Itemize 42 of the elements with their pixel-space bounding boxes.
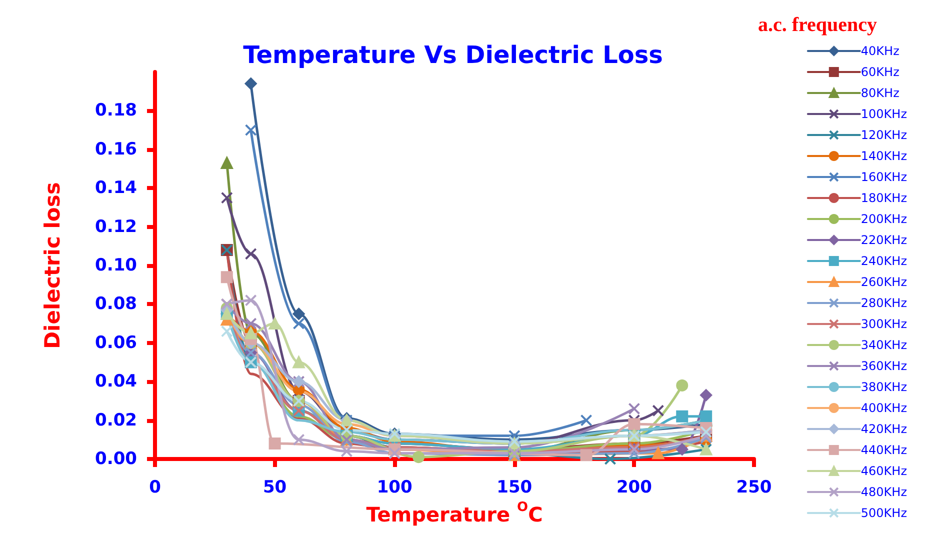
y-tick-label: 0.06	[95, 332, 137, 353]
x-tick-label: 200	[616, 478, 652, 498]
x-tick-label: 250	[736, 478, 772, 498]
y-tick-label: 0.08	[95, 294, 137, 314]
y-tick-label: 0.00	[95, 449, 138, 469]
legend-label: 180KHz	[860, 191, 908, 205]
y-tick-label: 0.02	[95, 410, 137, 430]
y-axis-title: Dielectric loss	[40, 182, 64, 349]
legend-label: 480KHz	[860, 485, 908, 499]
x-tick-label: 150	[496, 478, 532, 498]
chart-title: Temperature Vs Dielectric Loss	[243, 41, 663, 69]
legend-label: 160KHz	[860, 170, 908, 184]
legend-label: 220KHz	[860, 233, 908, 247]
legend-label: 80KHz	[860, 86, 900, 100]
x-tick-label: 0	[149, 478, 162, 498]
legend-label: 260KHz	[860, 275, 908, 289]
legend-label: 420KHz	[860, 422, 908, 436]
legend-label: 120KHz	[860, 128, 908, 142]
legend-label: 400KHz	[860, 401, 908, 415]
x-tick-label: 100	[376, 478, 413, 498]
y-tick-label: 0.16	[95, 139, 137, 160]
y-tick-label: 0.12	[95, 216, 137, 237]
legend-label: 340KHz	[860, 338, 908, 352]
legend-label: 460KHz	[860, 464, 908, 478]
legend-label: 360KHz	[860, 359, 908, 373]
y-tick-label: 0.04	[95, 372, 138, 392]
legend-label: 440KHz	[860, 443, 908, 457]
x-tick-label: 50	[262, 478, 287, 498]
y-tick-label: 0.10	[95, 256, 138, 276]
legend-label: 140KHz	[860, 149, 908, 163]
legend-label: 280KHz	[860, 296, 908, 310]
legend-label: 100KHz	[860, 107, 908, 121]
legend-label: 500KHz	[860, 506, 908, 520]
legend-label: 40KHz	[860, 44, 900, 58]
legend-label: 240KHz	[860, 254, 908, 268]
y-tick-label: 0.18	[95, 100, 137, 121]
legend-label: 200KHz	[860, 212, 908, 226]
legend-title: a.c. frequency	[758, 14, 878, 36]
legend-label: 300KHz	[860, 317, 908, 331]
y-tick-label: 0.14	[95, 178, 138, 198]
legend-label: 380KHz	[860, 380, 908, 394]
legend-label: 60KHz	[860, 65, 900, 79]
